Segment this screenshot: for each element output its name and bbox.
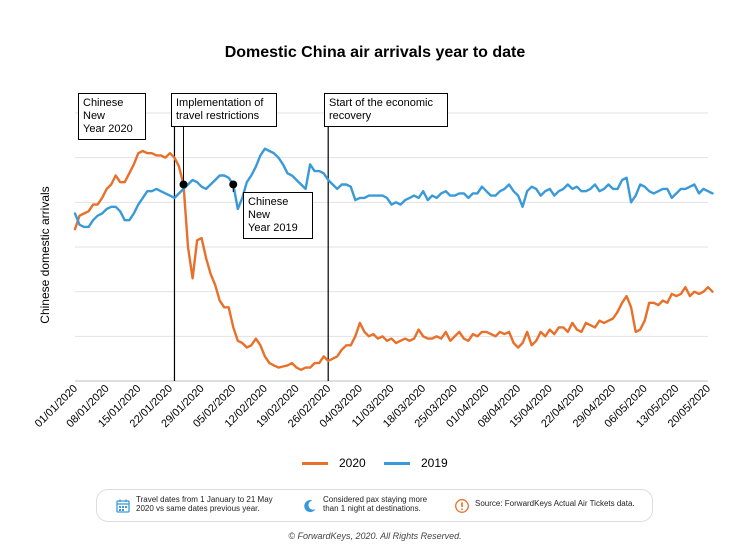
- chart-title: Domestic China air arrivals year to date: [224, 44, 526, 61]
- annotation-travel-restrictions: Implementation of travel restrictions: [171, 93, 277, 127]
- annotation-cny-2019-text: Chinese New Year 2019: [248, 196, 298, 234]
- info-considered-pax-text: Considered pax staying more than 1 night…: [323, 495, 428, 513]
- info-box: Travel dates from 1 January to 21 May 20…: [96, 489, 653, 522]
- legend-item-2019: 2019: [384, 455, 464, 471]
- annotation-marker-cny-2019: [229, 180, 238, 189]
- annotation-economic-recovery: Start of the economic recovery: [324, 93, 448, 127]
- annotation-cny-2020: Chinese New Year 2020: [78, 93, 146, 140]
- legend-label-2019: 2019: [421, 456, 448, 470]
- legend-label-2020: 2020: [339, 456, 366, 470]
- alert-icon: [455, 499, 469, 513]
- annotation-economic-recovery-text: Start of the economic recovery: [329, 97, 433, 122]
- info-source-text: Source: ForwardKeys Actual Air Tickets d…: [475, 499, 635, 508]
- legend: 2020 2019: [0, 455, 750, 475]
- moon-icon: [304, 500, 316, 513]
- annotation-travel-restrictions-text: Implementation of travel restrictions: [176, 97, 264, 122]
- legend-item-2020: 2020: [302, 455, 382, 471]
- legend-swatch-2019: [384, 462, 410, 465]
- annotation-marker-cny-2020: [179, 180, 188, 189]
- annotation-cny-2019: Chinese New Year 2019: [243, 192, 313, 239]
- annotation-cny-2020-text: Chinese New Year 2020: [83, 97, 133, 135]
- calendar-icon: [116, 499, 130, 513]
- footer: © ForwardKeys, 2020. All Rights Reserved…: [288, 531, 462, 541]
- series-line-2020: [73, 149, 714, 371]
- legend-swatch-2020: [302, 462, 328, 465]
- info-travel-dates-text: Travel dates from 1 January to 21 May 20…: [136, 495, 273, 513]
- series-line-2019: [73, 147, 714, 229]
